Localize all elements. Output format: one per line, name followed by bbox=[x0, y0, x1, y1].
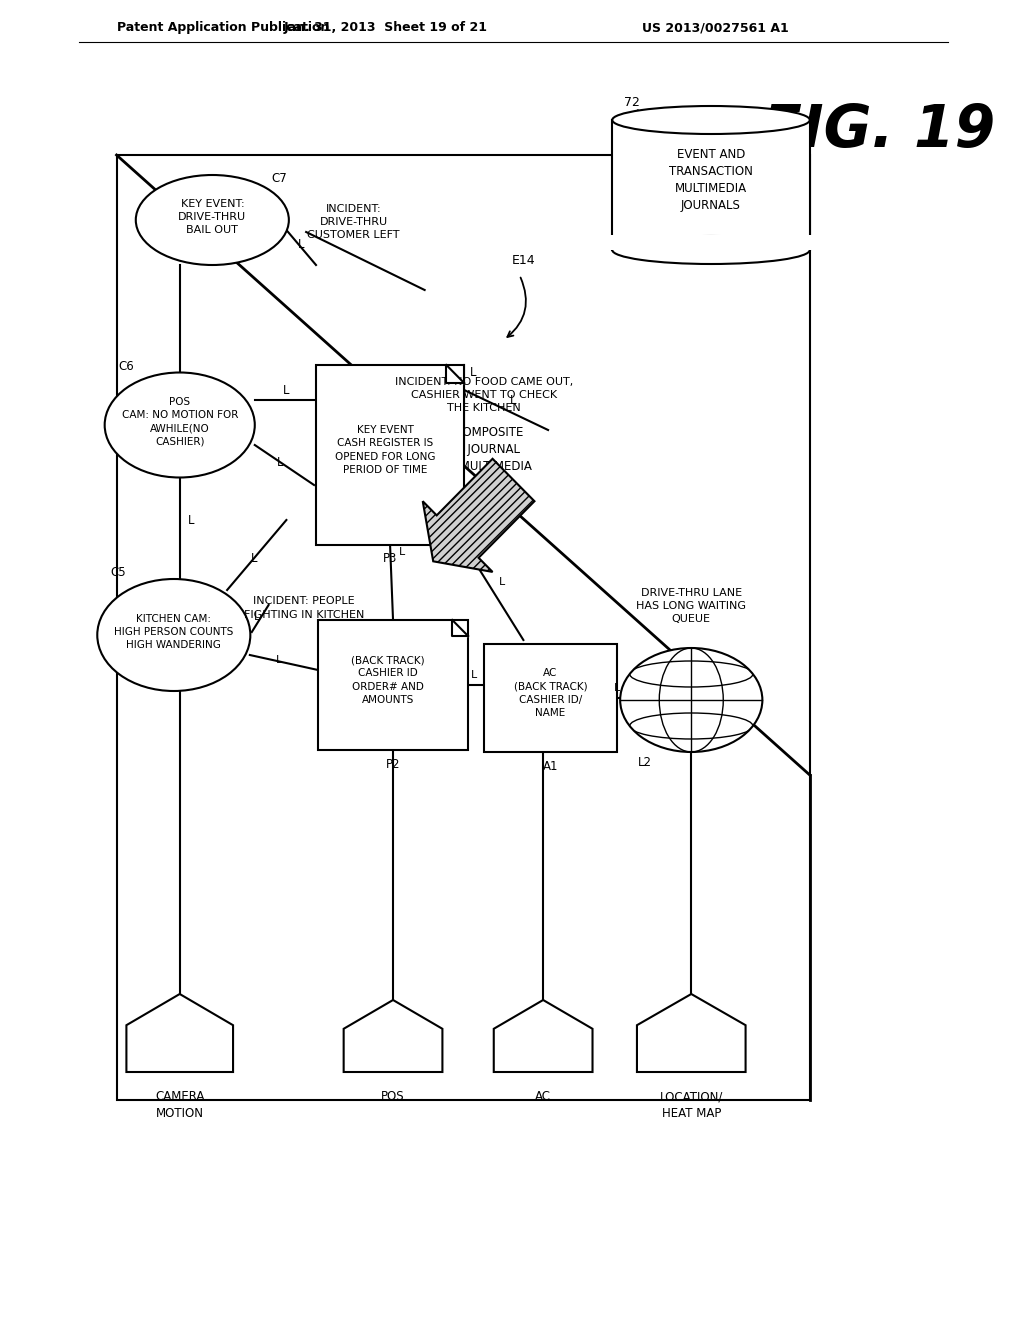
Text: AC
(BACK TRACK)
CASHIER ID/
NAME: AC (BACK TRACK) CASHIER ID/ NAME bbox=[514, 668, 588, 718]
Polygon shape bbox=[126, 994, 233, 1072]
Text: KEY EVENT
CASH REGISTER IS
OPENED FOR LONG
PERIOD OF TIME: KEY EVENT CASH REGISTER IS OPENED FOR LO… bbox=[335, 425, 435, 475]
Ellipse shape bbox=[97, 579, 250, 690]
Polygon shape bbox=[453, 620, 468, 636]
Text: POS: POS bbox=[381, 1090, 404, 1104]
Text: C7: C7 bbox=[271, 172, 288, 185]
Text: AC: AC bbox=[536, 1090, 551, 1104]
Bar bbox=[610, 235, 812, 249]
Polygon shape bbox=[446, 366, 464, 383]
Text: L: L bbox=[471, 671, 477, 680]
Text: L: L bbox=[187, 513, 195, 527]
Ellipse shape bbox=[612, 106, 810, 135]
Text: L: L bbox=[283, 384, 290, 396]
Ellipse shape bbox=[104, 372, 255, 478]
Text: A1: A1 bbox=[543, 759, 558, 772]
Text: L: L bbox=[614, 682, 621, 693]
Bar bbox=[117, 154, 810, 1100]
Text: INCIDENT: NO FOOD CAME OUT,
CASHIER WENT TO CHECK
THE KITCHEN: INCIDENT: NO FOOD CAME OUT, CASHIER WENT… bbox=[395, 376, 573, 413]
Text: ONE COMPOSITE
EVENT JOURNAL
WITH MULTIMEDIA: ONE COMPOSITE EVENT JOURNAL WITH MULTIME… bbox=[425, 426, 531, 474]
Ellipse shape bbox=[612, 236, 810, 264]
Text: (BACK TRACK)
CASHIER ID
ORDER# AND
AMOUNTS: (BACK TRACK) CASHIER ID ORDER# AND AMOUN… bbox=[351, 655, 425, 705]
Text: Patent Application Publication: Patent Application Publication bbox=[117, 21, 329, 34]
Text: L: L bbox=[251, 552, 257, 565]
Text: C6: C6 bbox=[119, 360, 134, 374]
Text: P2: P2 bbox=[386, 758, 400, 771]
Bar bbox=[316, 366, 464, 545]
Text: EVENT AND
TRANSACTION
MULTIMEDIA
JOURNALS: EVENT AND TRANSACTION MULTIMEDIA JOURNAL… bbox=[669, 148, 753, 213]
Text: L: L bbox=[499, 577, 505, 587]
Polygon shape bbox=[494, 1001, 593, 1072]
Text: C5: C5 bbox=[111, 566, 126, 579]
Polygon shape bbox=[423, 459, 535, 572]
Text: INCIDENT: PEOPLE
FIGHTING IN KITCHEN: INCIDENT: PEOPLE FIGHTING IN KITCHEN bbox=[244, 597, 365, 619]
Ellipse shape bbox=[621, 648, 763, 752]
Text: Jan. 31, 2013  Sheet 19 of 21: Jan. 31, 2013 Sheet 19 of 21 bbox=[283, 21, 487, 34]
Text: L: L bbox=[470, 366, 476, 379]
Ellipse shape bbox=[136, 176, 289, 265]
Text: LOCATION/
HEAT MAP: LOCATION/ HEAT MAP bbox=[659, 1090, 723, 1119]
Ellipse shape bbox=[621, 648, 763, 752]
Text: L: L bbox=[278, 455, 284, 469]
Text: L: L bbox=[298, 239, 304, 252]
Text: US 2013/0027561 A1: US 2013/0027561 A1 bbox=[642, 21, 788, 34]
Text: L2: L2 bbox=[638, 755, 652, 768]
Text: POS
CAM: NO MOTION FOR
AWHILE(NO
CASHIER): POS CAM: NO MOTION FOR AWHILE(NO CASHIER… bbox=[122, 397, 238, 446]
Polygon shape bbox=[344, 1001, 442, 1072]
Bar bbox=[318, 620, 468, 750]
Text: L: L bbox=[276, 655, 283, 665]
Text: FIG. 19: FIG. 19 bbox=[762, 102, 995, 158]
Text: L: L bbox=[254, 612, 260, 622]
Text: P3: P3 bbox=[383, 553, 397, 565]
Text: L: L bbox=[399, 546, 406, 557]
Text: INCIDENT:
DRIVE-THRU
CUSTOMER LEFT: INCIDENT: DRIVE-THRU CUSTOMER LEFT bbox=[307, 203, 399, 240]
Text: E14: E14 bbox=[512, 253, 536, 267]
Text: KEY EVENT:
DRIVE-THRU
BAIL OUT: KEY EVENT: DRIVE-THRU BAIL OUT bbox=[178, 199, 247, 235]
Bar bbox=[484, 644, 617, 752]
Text: L: L bbox=[510, 393, 517, 407]
Polygon shape bbox=[637, 994, 745, 1072]
Bar bbox=[612, 120, 810, 249]
Text: 72: 72 bbox=[624, 95, 640, 108]
Text: DRIVE-THRU LANE
HAS LONG WAITING
QUEUE: DRIVE-THRU LANE HAS LONG WAITING QUEUE bbox=[636, 587, 746, 624]
Text: KITCHEN CAM:
HIGH PERSON COUNTS
HIGH WANDERING: KITCHEN CAM: HIGH PERSON COUNTS HIGH WAN… bbox=[114, 614, 233, 651]
Text: CAMERA
MOTION: CAMERA MOTION bbox=[155, 1090, 205, 1119]
